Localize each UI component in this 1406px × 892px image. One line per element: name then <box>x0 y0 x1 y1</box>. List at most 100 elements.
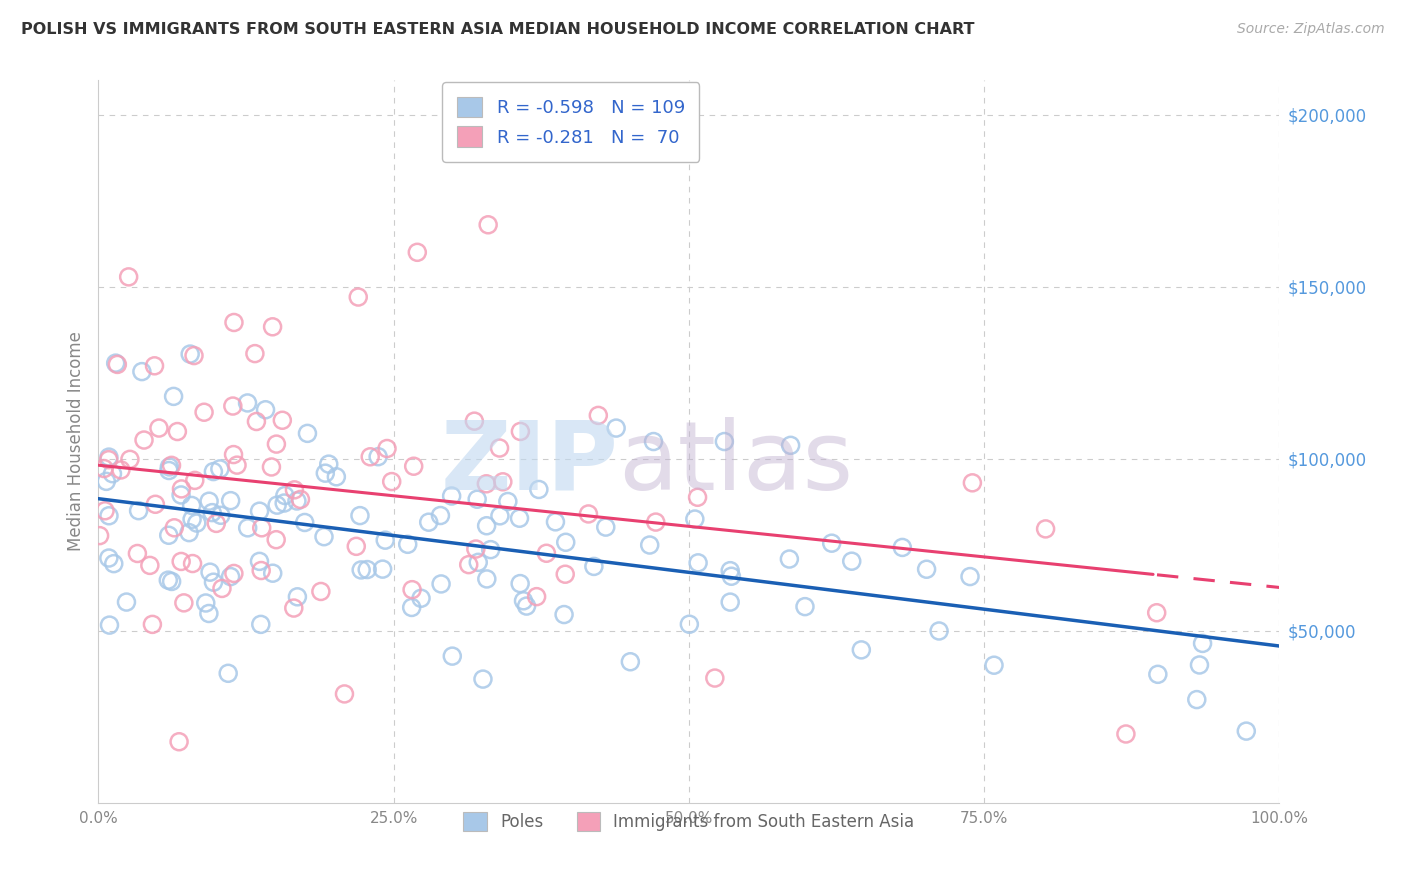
Point <box>588 409 610 423</box>
Point <box>578 507 600 521</box>
Point <box>821 536 844 550</box>
Point <box>250 564 273 578</box>
Point <box>148 421 170 435</box>
Point <box>488 441 510 455</box>
Point <box>93 461 115 475</box>
Point <box>1115 727 1137 741</box>
Point <box>98 508 121 523</box>
Point <box>430 577 453 591</box>
Point <box>333 687 356 701</box>
Point <box>928 624 950 638</box>
Point <box>475 518 498 533</box>
Point <box>181 557 204 571</box>
Point <box>226 458 249 472</box>
Point <box>166 425 188 439</box>
Point <box>97 551 120 566</box>
Point <box>983 658 1005 673</box>
Point <box>381 475 404 489</box>
Point <box>686 490 709 504</box>
Point <box>273 496 295 510</box>
Point <box>297 426 319 441</box>
Point <box>283 483 305 497</box>
Point <box>162 389 184 403</box>
Point <box>959 569 981 583</box>
Point <box>209 508 232 523</box>
Point <box>98 618 121 632</box>
Point <box>202 575 225 590</box>
Point <box>429 508 451 523</box>
Point <box>103 557 125 571</box>
Point <box>262 566 284 581</box>
Point <box>97 452 120 467</box>
Point <box>266 437 288 451</box>
Point <box>271 413 294 427</box>
Point <box>290 492 312 507</box>
Point <box>294 516 316 530</box>
Point <box>118 269 141 284</box>
Point <box>347 290 370 304</box>
Point <box>139 558 162 573</box>
Point <box>544 515 567 529</box>
Point <box>418 515 440 529</box>
Point <box>553 607 575 622</box>
Point <box>101 467 124 481</box>
Point <box>401 600 423 615</box>
Point <box>318 457 340 471</box>
Point <box>170 488 193 502</box>
Point <box>173 596 195 610</box>
Point <box>401 582 423 597</box>
Point <box>262 319 284 334</box>
Point <box>356 563 378 577</box>
Point <box>287 590 309 604</box>
Point <box>1234 724 1257 739</box>
Point <box>205 516 228 531</box>
Point <box>217 666 239 681</box>
Point <box>163 521 186 535</box>
Point <box>638 538 661 552</box>
Point <box>186 516 208 530</box>
Point <box>254 402 277 417</box>
Point <box>157 463 180 477</box>
Point <box>250 521 273 535</box>
Point <box>127 547 149 561</box>
Point <box>1188 657 1211 672</box>
Point <box>526 590 548 604</box>
Point <box>236 521 259 535</box>
Point <box>619 655 641 669</box>
Legend: Poles, Immigrants from South Eastern Asia: Poles, Immigrants from South Eastern Asi… <box>457 805 921 838</box>
Point <box>183 349 205 363</box>
Point <box>222 399 245 413</box>
Point <box>509 425 531 439</box>
Point <box>312 530 335 544</box>
Point <box>201 506 224 520</box>
Point <box>325 470 347 484</box>
Point <box>105 358 128 372</box>
Point <box>463 414 485 428</box>
Point <box>115 595 138 609</box>
Point <box>371 562 394 576</box>
Point <box>464 541 486 556</box>
Point <box>605 421 627 435</box>
Point <box>285 494 308 508</box>
Point <box>350 563 373 577</box>
Point <box>644 515 666 529</box>
Point <box>465 492 488 507</box>
Text: ZIP: ZIP <box>440 417 619 509</box>
Point <box>145 497 167 511</box>
Point <box>194 596 217 610</box>
Point <box>375 442 398 456</box>
Point <box>554 567 576 582</box>
Point <box>841 554 863 568</box>
Point <box>678 617 700 632</box>
Point <box>94 504 117 518</box>
Point <box>89 528 111 542</box>
Point <box>96 475 118 489</box>
Point <box>128 504 150 518</box>
Point <box>222 566 245 581</box>
Point <box>202 465 225 479</box>
Text: Source: ZipAtlas.com: Source: ZipAtlas.com <box>1237 22 1385 37</box>
Point <box>496 494 519 508</box>
Point <box>479 542 502 557</box>
Point <box>554 535 576 549</box>
Point <box>157 528 180 542</box>
